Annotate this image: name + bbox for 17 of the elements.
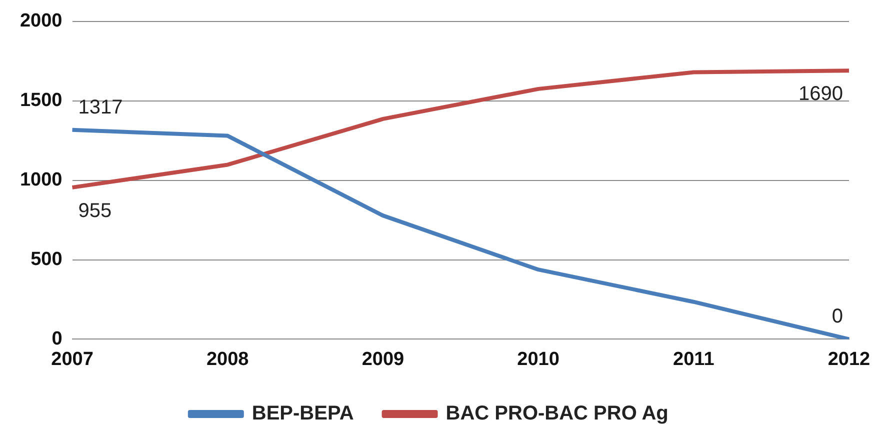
- x-tick-label: 2009: [362, 348, 404, 370]
- y-tick-label: 1500: [20, 90, 62, 112]
- y-tick-label: 500: [30, 248, 62, 270]
- data-label: 0: [832, 306, 843, 328]
- data-label: 955: [78, 200, 112, 222]
- legend-label: BEP-BEPA: [252, 402, 354, 425]
- x-tick-label: 2011: [673, 348, 715, 370]
- x-tick-label: 2007: [51, 348, 94, 370]
- x-tick-label: 2008: [206, 348, 249, 370]
- x-tick-label: 2010: [517, 348, 560, 370]
- y-tick-label: 0: [52, 328, 62, 350]
- y-tick-label: 1000: [20, 170, 62, 191]
- y-tick-label: 2000: [20, 10, 62, 32]
- data-label: 1317: [78, 96, 123, 118]
- x-tick-label: 2012: [828, 348, 870, 370]
- data-label: 1690: [798, 83, 843, 106]
- legend-label: BAC PRO-BAC PRO Ag: [446, 402, 668, 425]
